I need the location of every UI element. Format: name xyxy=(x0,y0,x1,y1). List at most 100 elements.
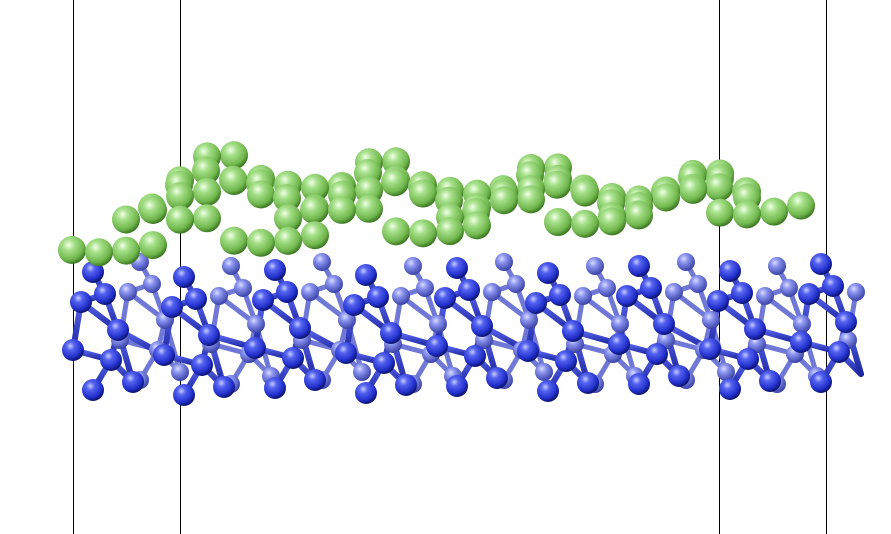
substrate-atom xyxy=(719,378,741,400)
adsorbate-atom xyxy=(463,211,491,240)
adsorbate-atom xyxy=(409,179,437,208)
substrate-atom xyxy=(756,287,774,305)
substrate-atom xyxy=(446,375,468,397)
adsorbate-atom xyxy=(58,236,86,264)
substrate-atom xyxy=(304,369,326,391)
substrate-atom xyxy=(234,279,252,297)
adsorbate-atom xyxy=(274,204,302,233)
substrate-atom xyxy=(486,367,508,389)
substrate-atom xyxy=(646,343,668,365)
substrate-atom xyxy=(737,348,759,370)
substrate-atom xyxy=(313,253,331,271)
substrate-atom xyxy=(173,266,195,288)
substrate-atom xyxy=(668,365,690,387)
substrate-atom xyxy=(355,264,377,286)
substrate-atom xyxy=(380,322,402,344)
substrate-atom xyxy=(810,253,832,275)
substrate-atom xyxy=(471,315,493,337)
substrate-atom xyxy=(507,275,525,293)
substrate-atom xyxy=(835,311,857,333)
substrate-atom xyxy=(790,331,812,353)
substrate-atom xyxy=(171,363,189,381)
substrate-atom xyxy=(276,281,298,303)
substrate-atom xyxy=(62,339,84,361)
substrate-atom xyxy=(458,279,480,301)
substrate-atom xyxy=(495,253,513,271)
substrate-atom xyxy=(574,287,592,305)
adsorbate-atom xyxy=(517,185,545,214)
adsorbate-atom xyxy=(544,208,572,237)
substrate-atom xyxy=(434,287,456,309)
substrate-atom xyxy=(665,283,683,301)
substrate-atom xyxy=(517,340,539,362)
adsorbate-atom xyxy=(301,173,329,202)
substrate-atom xyxy=(549,284,571,306)
substrate-atom xyxy=(640,277,662,299)
substrate-atom xyxy=(577,372,599,394)
substrate-atom xyxy=(520,311,538,329)
substrate-atom xyxy=(247,315,265,333)
substrate-atom xyxy=(822,275,844,297)
substrate-atom xyxy=(537,262,559,284)
adsorbate-atom xyxy=(274,226,302,255)
substrate-atom xyxy=(367,286,389,308)
adsorbate-atom xyxy=(706,198,734,227)
substrate-atom xyxy=(616,285,638,307)
substrate-atom xyxy=(689,275,707,293)
adsorbate-atom xyxy=(301,221,329,250)
substrate-atom xyxy=(562,320,584,342)
substrate-atom xyxy=(244,337,266,359)
substrate-atom xyxy=(343,294,365,316)
adsorbate-atom xyxy=(571,209,599,238)
adsorbate-atom xyxy=(679,175,707,204)
substrate-atom xyxy=(847,283,865,301)
adsorbate-atom xyxy=(787,191,815,220)
adsorbate-atom xyxy=(490,186,518,215)
substrate-atom xyxy=(628,373,650,395)
substrate-atom xyxy=(699,338,721,360)
adsorbate-atom xyxy=(193,177,221,206)
substrate-atom xyxy=(222,257,240,275)
substrate-atom xyxy=(537,380,559,402)
substrate-atom xyxy=(793,315,811,333)
substrate-atom xyxy=(525,292,547,314)
adsorbate-atom xyxy=(166,205,194,234)
substrate-atom xyxy=(335,342,357,364)
substrate-atom xyxy=(628,255,650,277)
adsorbate-atom xyxy=(220,167,248,196)
adsorbate-atom xyxy=(300,195,328,224)
substrate-atom xyxy=(153,344,175,366)
adsorbate-atoms xyxy=(58,141,815,267)
substrate-atom xyxy=(185,288,207,310)
substrate-atom xyxy=(555,350,577,372)
substrate-atom xyxy=(429,315,447,333)
substrate-atom xyxy=(191,354,213,376)
adsorbate-atom xyxy=(166,182,194,211)
substrate-atom xyxy=(395,374,417,396)
substrate-atom xyxy=(810,371,832,393)
substrate-atom xyxy=(611,315,629,333)
adsorbate-atom xyxy=(355,194,383,223)
substrate-atom xyxy=(483,283,501,301)
substrate-atom xyxy=(731,282,753,304)
substrate-atom xyxy=(301,283,319,301)
adsorbate-atom xyxy=(598,207,626,236)
substrate-atom xyxy=(416,279,434,297)
adsorbate-atom xyxy=(409,219,437,248)
substrate-atom xyxy=(535,363,553,381)
substrate-atom xyxy=(653,313,675,335)
substrate-atom xyxy=(702,311,720,329)
substrate-atom xyxy=(392,287,410,305)
substrate-atom xyxy=(82,379,104,401)
adsorbate-atom xyxy=(247,180,275,209)
substrate-atom xyxy=(404,257,422,275)
substrate-atom xyxy=(82,261,104,283)
substrate-atom xyxy=(264,377,286,399)
substrate-atom xyxy=(446,257,468,279)
adsorbate-atom xyxy=(273,184,301,213)
substrate-atom xyxy=(598,279,616,297)
substrate-atom xyxy=(719,260,741,282)
adsorbate-atom xyxy=(733,200,761,229)
adsorbate-atom xyxy=(220,141,248,170)
